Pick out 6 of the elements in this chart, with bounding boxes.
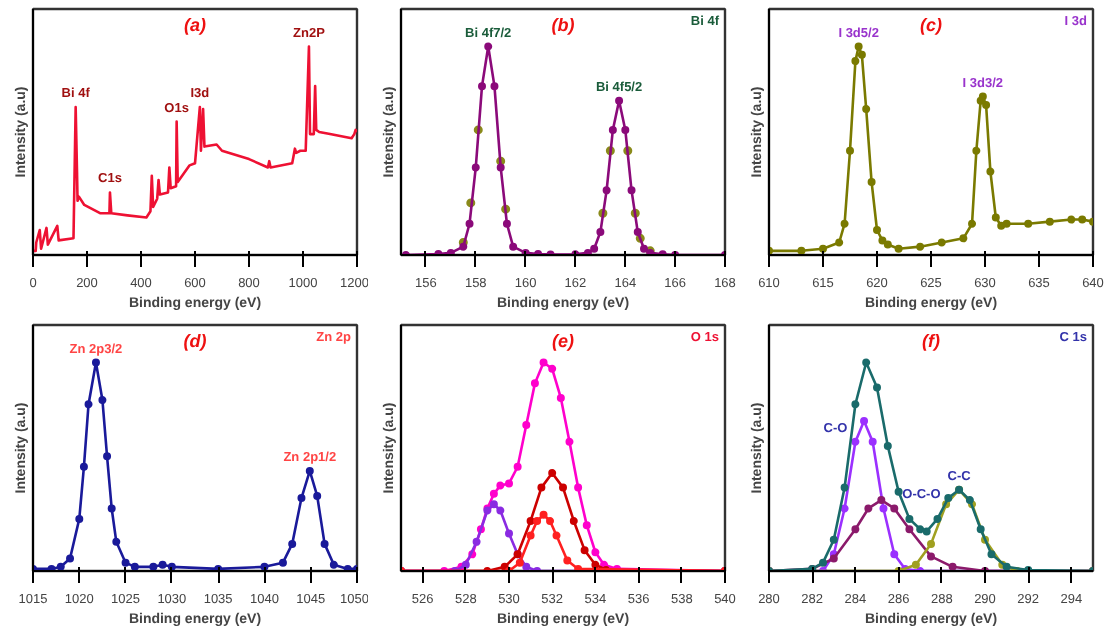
chart-title: (f): [922, 331, 941, 351]
chart-title: (c): [920, 15, 943, 35]
chart-title: (d): [183, 331, 207, 351]
chart-title: (e): [552, 331, 575, 351]
chart-title: (a): [184, 15, 207, 35]
chart-title: (b): [551, 15, 575, 35]
